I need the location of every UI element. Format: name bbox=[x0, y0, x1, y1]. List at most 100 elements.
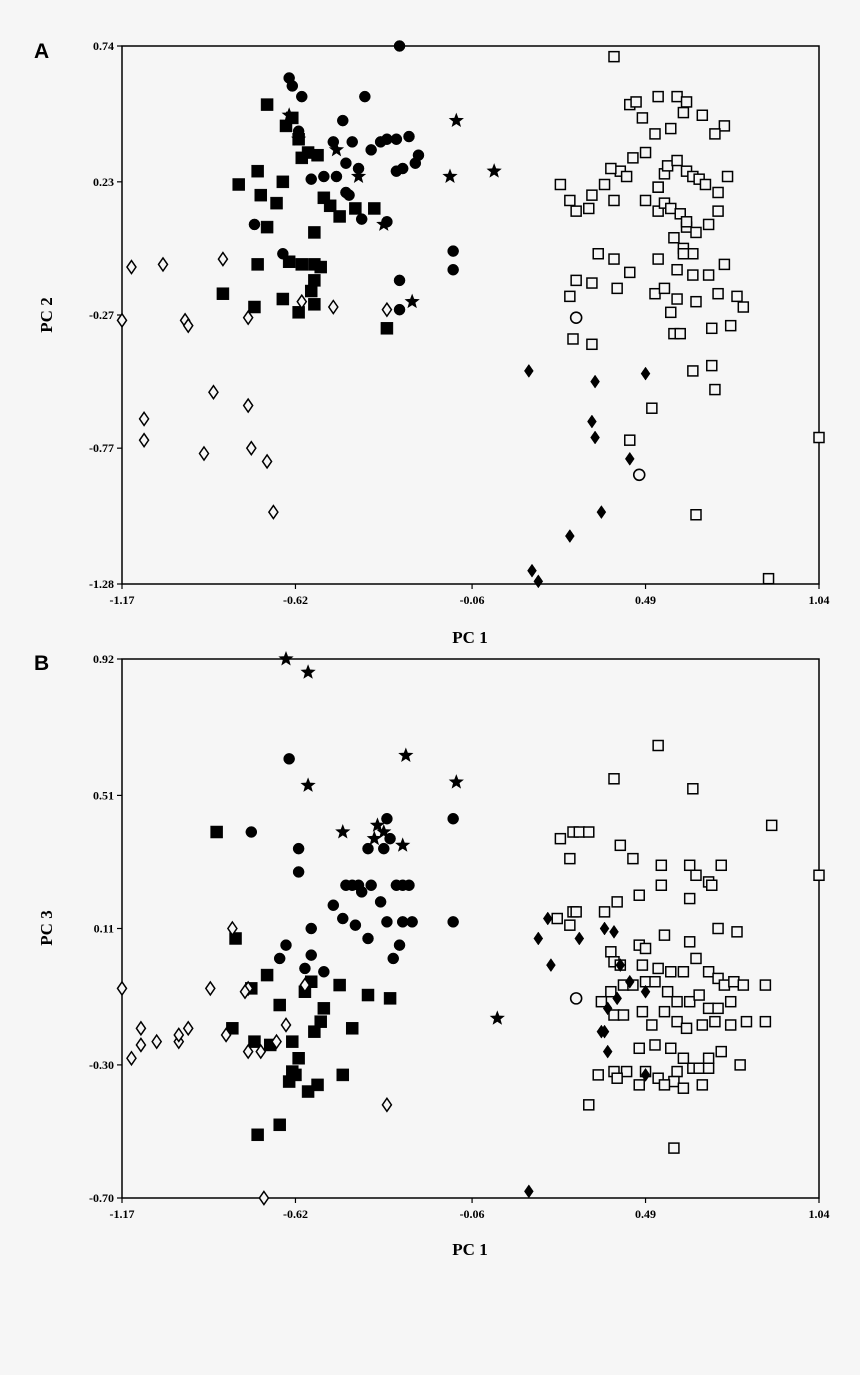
y-tick-label: -1.28 bbox=[89, 577, 114, 591]
open-diamond-point bbox=[327, 299, 339, 315]
open-square-point bbox=[595, 995, 608, 1008]
open-square-point bbox=[564, 290, 576, 303]
open-square-point bbox=[564, 919, 576, 931]
filled-diamond-point bbox=[612, 991, 622, 1006]
filled-square-point bbox=[276, 292, 290, 306]
open-square-point bbox=[687, 783, 699, 795]
filled-diamond-point bbox=[533, 574, 544, 589]
open-square-point bbox=[652, 1072, 664, 1084]
open-square-point bbox=[702, 269, 715, 281]
filled-square-point bbox=[295, 151, 309, 165]
filled-square-point bbox=[260, 98, 274, 111]
open-diamond-point bbox=[242, 309, 254, 326]
open-square-point bbox=[687, 269, 699, 281]
open-square-point bbox=[813, 869, 825, 882]
filled-circle-point bbox=[273, 952, 286, 965]
filled-square-point bbox=[216, 287, 230, 300]
open-square-point bbox=[567, 333, 579, 345]
open-square-point bbox=[652, 90, 664, 103]
filled-circle-point bbox=[330, 170, 343, 183]
x-tick-label: -1.17 bbox=[110, 593, 135, 607]
filled-square-point bbox=[232, 178, 245, 191]
open-square-point bbox=[671, 995, 683, 1008]
open-square-point bbox=[683, 936, 696, 948]
filled-square-point bbox=[273, 1118, 286, 1132]
filled-diamond-point bbox=[565, 529, 575, 543]
filled-circle-point bbox=[283, 753, 295, 765]
open-square-point bbox=[551, 912, 563, 925]
panel-a-y-axis-label: PC 2 bbox=[37, 297, 56, 332]
open-square-point bbox=[608, 194, 620, 207]
open-square-point bbox=[614, 839, 627, 852]
open-square-point bbox=[690, 295, 702, 308]
filled-square-point bbox=[345, 1022, 359, 1035]
open-square-point bbox=[639, 146, 652, 159]
x-tick-label: -0.06 bbox=[460, 593, 485, 607]
filled-circle-point bbox=[299, 962, 311, 975]
filled-circle-point bbox=[393, 40, 406, 52]
filled-circle-point bbox=[286, 80, 299, 92]
open-square-point bbox=[617, 1009, 630, 1021]
filled-circle-point bbox=[337, 114, 349, 127]
open-square-point bbox=[598, 178, 611, 191]
open-square-point bbox=[702, 966, 715, 978]
open-square-point bbox=[712, 972, 724, 985]
x-tick-label: -0.06 bbox=[460, 1207, 485, 1221]
star-point bbox=[335, 824, 351, 839]
filled-square-point bbox=[248, 1035, 261, 1048]
filled-circle-point bbox=[393, 303, 406, 316]
open-diamond-point bbox=[135, 1020, 147, 1037]
filled-diamond-point bbox=[609, 924, 619, 939]
open-square-point bbox=[677, 1052, 690, 1065]
open-diamond-point bbox=[255, 1043, 267, 1060]
open-square-point bbox=[605, 985, 617, 998]
filled-circle-point bbox=[245, 826, 258, 838]
open-square-point bbox=[702, 1052, 715, 1065]
open-diamond-point bbox=[126, 1050, 137, 1067]
open-diamond-point bbox=[217, 251, 229, 267]
open-square-point bbox=[608, 253, 620, 265]
open-square-point bbox=[668, 232, 680, 244]
filled-diamond-point bbox=[602, 1044, 613, 1059]
open-square-point bbox=[598, 906, 611, 918]
open-square-point bbox=[665, 966, 677, 978]
open-square-point bbox=[680, 1022, 693, 1035]
star-point bbox=[291, 131, 307, 146]
open-square-point bbox=[608, 1009, 620, 1021]
open-square-point bbox=[627, 852, 639, 865]
panel-b: B -1.17 -0.62 -0.06 0.49 1.04 0.92 0.51 0.11 -0.… bbox=[34, 651, 830, 1259]
panel-a-x-axis-label: PC 1 bbox=[452, 628, 487, 647]
open-square-point bbox=[611, 1072, 623, 1084]
open-square-point bbox=[639, 942, 652, 955]
star-point bbox=[489, 1010, 505, 1025]
open-square-point bbox=[724, 319, 737, 332]
filled-circle-point bbox=[355, 886, 368, 898]
y-tick-label: -0.30 bbox=[89, 1058, 114, 1072]
filled-diamond-point bbox=[624, 451, 635, 466]
filled-diamond-point bbox=[602, 1001, 613, 1016]
filled-circle-point bbox=[365, 879, 377, 891]
open-square-point bbox=[677, 106, 690, 119]
star-point bbox=[369, 817, 386, 832]
filled-diamond-point bbox=[590, 374, 600, 389]
filled-circle-point bbox=[296, 90, 308, 103]
open-square-point bbox=[649, 1039, 661, 1051]
filled-square-point bbox=[292, 1052, 305, 1065]
open-diamond-point bbox=[182, 317, 194, 334]
panel-a: A -1.17 -0.62 -0.06 0.49 1.04 0.74 0.23 -0.27 -0… bbox=[34, 39, 830, 647]
open-square-point bbox=[658, 929, 671, 941]
open-diamond-point bbox=[182, 1020, 194, 1037]
open-diamond-point bbox=[280, 1017, 292, 1033]
open-square-point bbox=[652, 181, 664, 193]
open-diamond-point bbox=[226, 920, 238, 937]
star-point bbox=[395, 837, 411, 852]
open-square-point bbox=[680, 96, 693, 108]
filled-circle-point bbox=[447, 812, 459, 825]
open-square-point bbox=[759, 1015, 772, 1028]
filled-square-point bbox=[248, 300, 261, 314]
filled-circle-point bbox=[393, 939, 406, 951]
filled-circle-point bbox=[280, 939, 292, 951]
panel-a-label: A bbox=[34, 40, 49, 63]
open-square-point bbox=[677, 247, 690, 260]
